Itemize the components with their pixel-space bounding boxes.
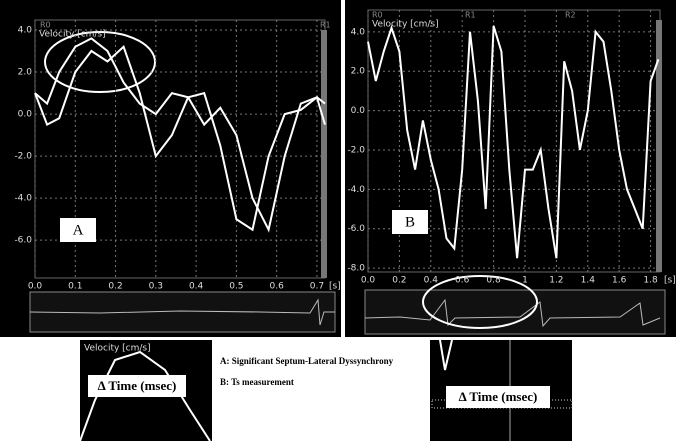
inset-label: Velocity [cm/s]: [84, 344, 151, 354]
x-tick-label: 0.4: [189, 282, 204, 292]
note: A: Significant Septum-Lateral Dyssynchro…: [220, 356, 394, 366]
y-tick-label: -2.0: [347, 145, 365, 155]
x-tick-label: 0.0: [28, 282, 43, 292]
ecg-strip: [365, 290, 665, 334]
y-tick-label: -4.0: [14, 194, 32, 204]
x-tick-label: 1: [522, 276, 528, 286]
region-label: R1: [320, 21, 331, 30]
y-tick-label: 0.0: [18, 110, 33, 120]
annotation: B: [405, 214, 415, 230]
y-tick-label: -2.0: [14, 152, 32, 162]
scale-bar: [321, 30, 327, 278]
y-tick-label: 2.0: [18, 68, 33, 78]
y-tick-label: -4.0: [347, 185, 365, 195]
note: B: Ts measurement: [220, 377, 294, 387]
x-tick-label: 0.2: [392, 276, 406, 286]
x-axis-label: [s]: [664, 276, 676, 286]
scale-bar: [656, 20, 662, 272]
x-tick-label: 0.0: [361, 276, 376, 286]
y-axis-label: Velocity [cm/s]: [39, 30, 106, 40]
x-axis-label: [s]: [329, 282, 341, 292]
panel-a: [0, 0, 341, 337]
region-label: R0: [40, 21, 51, 30]
y-tick-label: 0.0: [351, 106, 366, 116]
x-tick-label: 1.6: [612, 276, 627, 286]
y-tick-label: 2.0: [351, 67, 366, 77]
y-tick-label: 4.0: [18, 26, 33, 36]
x-tick-label: 0.6: [455, 276, 470, 286]
inset-caption: Δ Time (msec): [98, 378, 177, 393]
region-label: R1: [465, 11, 476, 20]
y-tick-label: -8.0: [347, 264, 365, 274]
inset-caption: Δ Time (msec): [459, 389, 538, 404]
x-tick-label: 0.5: [229, 282, 243, 292]
x-tick-label: 0.3: [149, 282, 163, 292]
y-tick-label: 4.0: [351, 27, 366, 37]
region-label: R2: [565, 11, 576, 20]
x-tick-label: 0.2: [108, 282, 122, 292]
ecg-strip: [30, 292, 335, 332]
x-tick-label: 0.6: [270, 282, 285, 292]
y-axis-label: Velocity [cm/s]: [372, 20, 439, 30]
x-tick-label: 0.7: [310, 282, 324, 292]
annotation: A: [73, 222, 84, 238]
x-tick-label: 1.8: [643, 276, 658, 286]
x-tick-label: 0.8: [486, 276, 501, 286]
x-tick-label: 1.4: [581, 276, 596, 286]
figure: Velocity [cm/s] Δ Time (msec) Δ Time (ms…: [0, 0, 676, 441]
region-label: R0: [372, 11, 383, 20]
figure-svg: Velocity [cm/s] Δ Time (msec) Δ Time (ms…: [0, 0, 676, 441]
y-tick-label: -6.0: [347, 224, 365, 234]
x-tick-label: 1.2: [549, 276, 563, 286]
panel-b: [345, 0, 676, 337]
x-tick-label: 0.4: [424, 276, 439, 286]
x-tick-label: 0.1: [68, 282, 82, 292]
y-tick-label: -6.0: [14, 236, 32, 246]
